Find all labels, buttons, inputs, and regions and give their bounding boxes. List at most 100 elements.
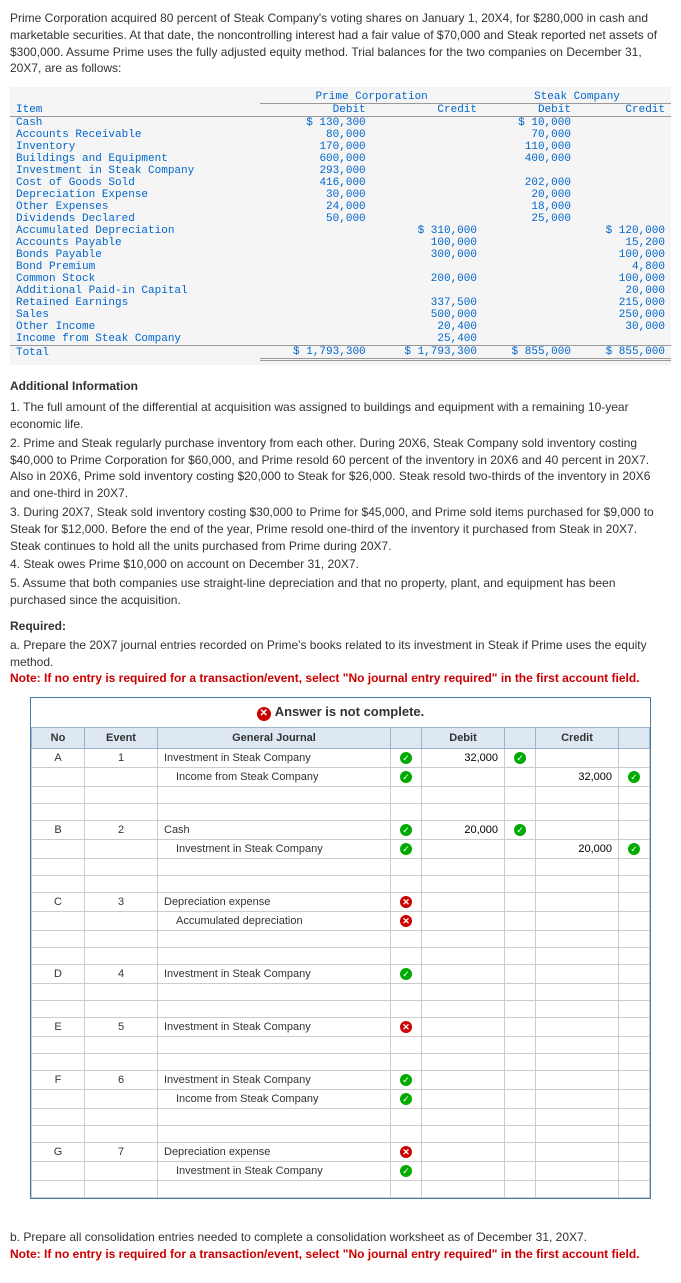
journal-account[interactable]: Investment in Steak Company [158,1162,391,1181]
journal-credit[interactable]: 20,000 [536,840,619,859]
tb-item: Accounts Receivable [10,129,260,141]
journal-debit[interactable] [422,1090,505,1109]
tb-val: 202,000 [483,177,577,189]
tb-val: 170,000 [260,141,371,153]
check-icon: ✓ [400,1074,412,1086]
journal-account[interactable]: Income from Steak Company [158,1090,391,1109]
col-no: No [32,728,85,749]
debit-status [505,768,536,787]
journal-credit[interactable] [536,1090,619,1109]
journal-debit[interactable] [422,893,505,912]
info-item: 4. Steak owes Prime $10,000 on account o… [10,556,671,573]
tb-item: Bonds Payable [10,249,260,261]
journal-account[interactable]: Income from Steak Company [158,768,391,787]
journal-no [32,1162,85,1181]
acct-status: ✓ [391,821,422,840]
journal-credit[interactable] [536,965,619,984]
tb-val: $ 10,000 [483,117,577,130]
tb-item: Inventory [10,141,260,153]
journal-debit[interactable] [422,768,505,787]
journal-credit[interactable] [536,1143,619,1162]
tb-val [483,261,577,273]
journal-debit[interactable] [422,912,505,931]
journal-account[interactable]: Investment in Steak Company [158,749,391,768]
check-icon: ✓ [514,824,526,836]
tb-val [260,273,371,285]
journal-credit[interactable] [536,821,619,840]
journal-table: No Event General Journal Debit Credit A … [31,727,650,1198]
check-icon: ✓ [400,824,412,836]
journal-no: B [32,821,85,840]
tb-item: Buildings and Equipment [10,153,260,165]
journal-debit[interactable] [422,1071,505,1090]
tb-item-hdr: Item [10,104,260,117]
journal-account[interactable]: Investment in Steak Company [158,965,391,984]
tb-col-credit1: Credit [372,104,483,117]
acct-status: ✕ [391,893,422,912]
journal-account[interactable]: Investment in Steak Company [158,840,391,859]
journal-account[interactable]: Investment in Steak Company [158,1018,391,1037]
journal-no [32,912,85,931]
tb-val: 25,400 [372,333,483,346]
journal-no: F [32,1071,85,1090]
journal-account[interactable]: Investment in Steak Company [158,1071,391,1090]
tb-val [483,285,577,297]
credit-status [619,1162,650,1181]
tb-val [577,189,671,201]
journal-account[interactable]: Cash [158,821,391,840]
trial-balance-section: Prime Corporation Steak Company Item Deb… [10,87,671,365]
tb-val: 416,000 [260,177,371,189]
tb-val [372,153,483,165]
journal-debit[interactable] [422,1143,505,1162]
journal-debit[interactable]: 20,000 [422,821,505,840]
tb-item: Cost of Goods Sold [10,177,260,189]
journal-debit[interactable] [422,1018,505,1037]
intro-text: Prime Corporation acquired 80 percent of… [10,10,671,77]
answer-incomplete-header: ✕Answer is not complete. [31,698,650,727]
info-list: 1. The full amount of the differential a… [10,399,671,609]
acct-status: ✕ [391,912,422,931]
journal-debit[interactable]: 32,000 [422,749,505,768]
journal-no: A [32,749,85,768]
journal-credit[interactable] [536,893,619,912]
credit-status [619,1143,650,1162]
debit-status [505,1090,536,1109]
tb-val [483,309,577,321]
journal-debit[interactable] [422,1162,505,1181]
tb-val: 30,000 [577,321,671,333]
tb-val: 15,200 [577,237,671,249]
journal-credit[interactable]: 32,000 [536,768,619,787]
tb-val: 18,000 [483,201,577,213]
acct-status: ✕ [391,1143,422,1162]
journal-account[interactable]: Accumulated depreciation [158,912,391,931]
journal-account[interactable]: Depreciation expense [158,1143,391,1162]
journal-debit[interactable] [422,965,505,984]
tb-item: Depreciation Expense [10,189,260,201]
journal-credit[interactable] [536,1071,619,1090]
journal-credit[interactable] [536,912,619,931]
debit-status [505,1018,536,1037]
tb-item: Income from Steak Company [10,333,260,346]
credit-status [619,821,650,840]
journal-event [85,1162,158,1181]
tb-val [372,285,483,297]
journal-credit[interactable] [536,1162,619,1181]
debit-status [505,893,536,912]
tb-val [372,261,483,273]
tb-val [577,141,671,153]
tb-val [577,213,671,225]
journal-account[interactable]: Depreciation expense [158,893,391,912]
debit-status: ✓ [505,821,536,840]
check-icon: ✓ [400,843,412,855]
check-icon: ✓ [514,752,526,764]
journal-debit[interactable] [422,840,505,859]
check-icon: ✓ [400,1165,412,1177]
journal-credit[interactable] [536,1018,619,1037]
check-icon: ✓ [628,843,640,855]
tb-company-2: Steak Company [483,91,671,104]
tb-val [372,129,483,141]
journal-credit[interactable] [536,749,619,768]
credit-status [619,1018,650,1037]
tb-val [577,177,671,189]
tb-val [372,141,483,153]
